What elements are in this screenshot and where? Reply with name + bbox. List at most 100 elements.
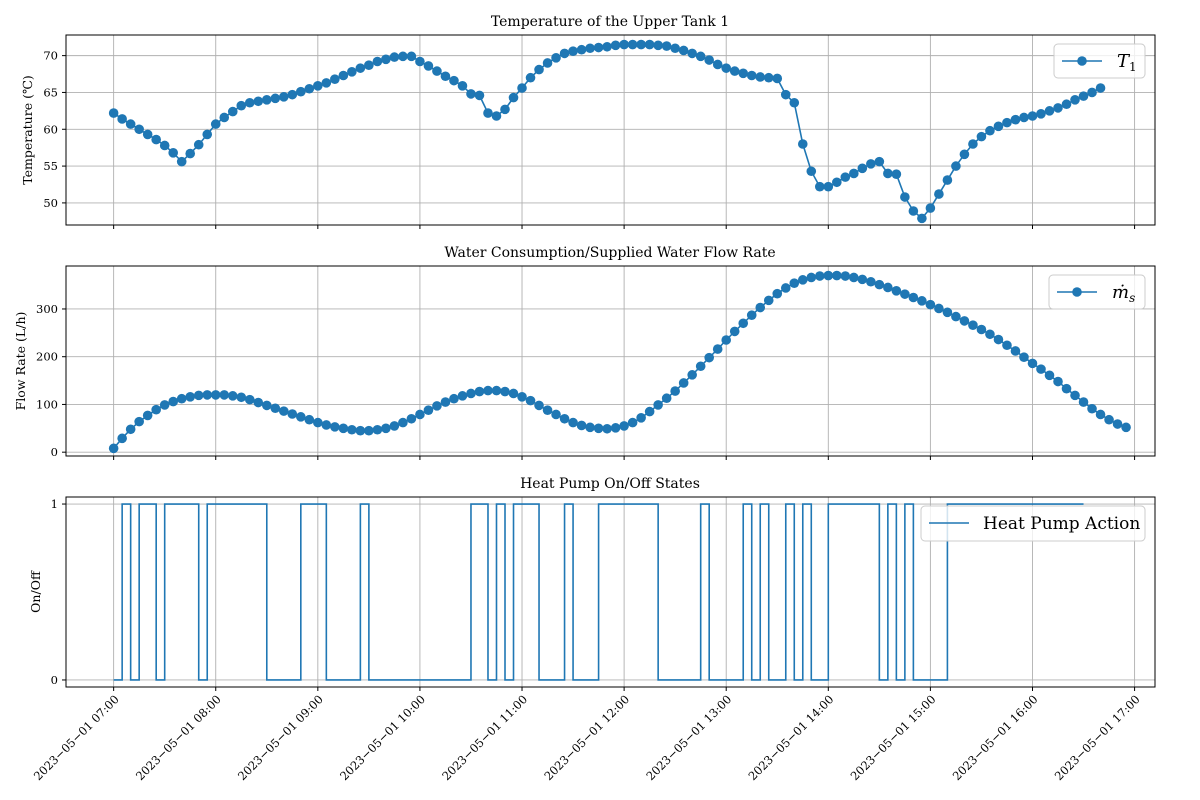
temperature-point-62: [636, 39, 646, 50]
temperature-point-112: [1061, 99, 1072, 110]
flow-rate-point-89: [866, 276, 876, 287]
temperature-point-15: [236, 100, 247, 111]
temperature-point-26: [330, 74, 340, 84]
temperature-point-73: [729, 66, 740, 76]
flow-rate-point-49: [525, 395, 536, 406]
temperature-point-56: [585, 43, 595, 54]
flow-rate-point-13: [219, 390, 230, 400]
flow-rate-point-27: [338, 423, 349, 434]
flow-rate-point-99: [951, 311, 961, 322]
temperature-point-113: [1070, 95, 1080, 105]
temperature-point-96: [925, 203, 936, 213]
temperature-point-5: [151, 134, 161, 145]
flow-rate-point-83: [814, 271, 825, 281]
flow-rate-y-axis-label: Flow Rate (L/h): [13, 312, 28, 411]
flow-rate-point-40: [449, 393, 459, 404]
flow-rate-point-103: [985, 329, 995, 340]
temperature-point-104: [993, 121, 1004, 132]
flow-rate-point-98: [942, 307, 953, 318]
temperature-chart-panel: 50 55 60 65 70 Temperature of the Upper Tank…: [20, 14, 1156, 229]
temperature-point-9: [185, 148, 196, 159]
temperature-point-1: [117, 114, 127, 124]
temperature-point-49: [525, 72, 536, 83]
temperature-point-101: [968, 139, 978, 149]
temperature-point-46: [500, 104, 510, 115]
flow-rate-point-50: [534, 400, 544, 411]
temperature-point-33: [389, 52, 400, 62]
temperature-point-30: [364, 60, 374, 70]
temperature-point-3: [134, 124, 144, 135]
flow-rate-point-55: [576, 420, 587, 431]
flow-rate-point-34: [398, 417, 408, 428]
temperature-point-35: [406, 51, 417, 62]
temperature-point-107: [1019, 112, 1029, 123]
temperature-point-8: [176, 156, 187, 167]
temperature-point-72: [721, 63, 732, 73]
flow-rate-point-109: [1036, 364, 1046, 374]
heat-pump-ytick-label-0: 0: [51, 673, 58, 687]
temperature-point-17: [253, 96, 264, 107]
flow-rate-point-47: [508, 388, 519, 399]
flow-rate-legend-label: ṁs: [1112, 282, 1135, 305]
temperature-point-69: [695, 51, 706, 62]
flow-rate-point-79: [780, 283, 791, 293]
temperature-point-59: [610, 40, 621, 51]
temperature-point-105: [1002, 117, 1012, 128]
temperature-point-60: [619, 39, 629, 50]
temperature-point-11: [202, 129, 213, 140]
temperature-point-61: [627, 39, 638, 50]
temperature-legend-label: T1: [1117, 51, 1137, 74]
flow-rate-y-ticks: 0 100 200 300: [36, 302, 66, 459]
temperature-point-55: [576, 44, 587, 55]
temperature-point-78: [772, 73, 783, 84]
flow-rate-point-41: [457, 391, 468, 401]
temperature-point-21: [287, 89, 298, 100]
temperature-point-108: [1027, 111, 1038, 121]
temperature-point-25: [321, 78, 332, 88]
temperature-point-12: [210, 119, 221, 129]
flow-rate-point-115: [1087, 403, 1097, 414]
temperature-point-116: [1095, 83, 1106, 93]
temperature-point-84: [823, 181, 834, 192]
temperature-point-88: [857, 163, 868, 174]
temperature-point-99: [951, 161, 961, 171]
temperature-ytick-label-2: 60: [43, 122, 58, 136]
temperature-legend: T1: [1053, 43, 1146, 79]
flow-rate-series: [108, 270, 1131, 454]
temperature-point-63: [644, 39, 655, 50]
temperature-point-83: [814, 181, 825, 192]
flow-rate-point-6: [159, 400, 170, 410]
temperature-point-28: [347, 67, 357, 77]
flow-rate-point-102: [976, 324, 987, 335]
flow-rate-legend: ṁs: [1048, 274, 1146, 310]
flow-rate-chart-grid: [66, 266, 1155, 456]
temperature-point-92: [891, 169, 902, 179]
temperature-point-10: [193, 139, 204, 150]
heat-pump-legend: Heat Pump Action: [920, 505, 1146, 542]
flow-rate-point-67: [678, 378, 689, 388]
flow-rate-point-61: [627, 417, 638, 428]
temperature-point-23: [304, 83, 315, 94]
flow-rate-point-92: [891, 286, 902, 296]
flow-rate-point-37: [423, 405, 434, 415]
temperature-point-114: [1078, 91, 1089, 101]
flow-rate-point-101: [968, 320, 978, 330]
temperature-point-50: [534, 64, 544, 75]
temperature-ytick-label-4: 70: [43, 49, 58, 63]
flow-rate-point-11: [202, 390, 213, 400]
flow-rate-point-8: [176, 393, 187, 404]
temperature-plot-frame: [65, 34, 1156, 226]
temperature-point-81: [797, 139, 808, 149]
heat-pump-ytick-label-1: 1: [51, 497, 58, 511]
flow-rate-point-90: [874, 279, 885, 290]
temperature-point-74: [738, 68, 749, 79]
flow-rate-point-113: [1070, 390, 1080, 401]
flow-rate-point-60: [619, 421, 629, 431]
flow-rate-point-3: [134, 416, 144, 427]
flow-rate-point-23: [304, 414, 315, 425]
flow-rate-point-72: [721, 335, 732, 345]
temperature-point-40: [449, 75, 459, 86]
flow-rate-point-88: [857, 274, 868, 285]
flow-rate-point-71: [712, 344, 723, 354]
flow-rate-point-57: [593, 423, 604, 434]
